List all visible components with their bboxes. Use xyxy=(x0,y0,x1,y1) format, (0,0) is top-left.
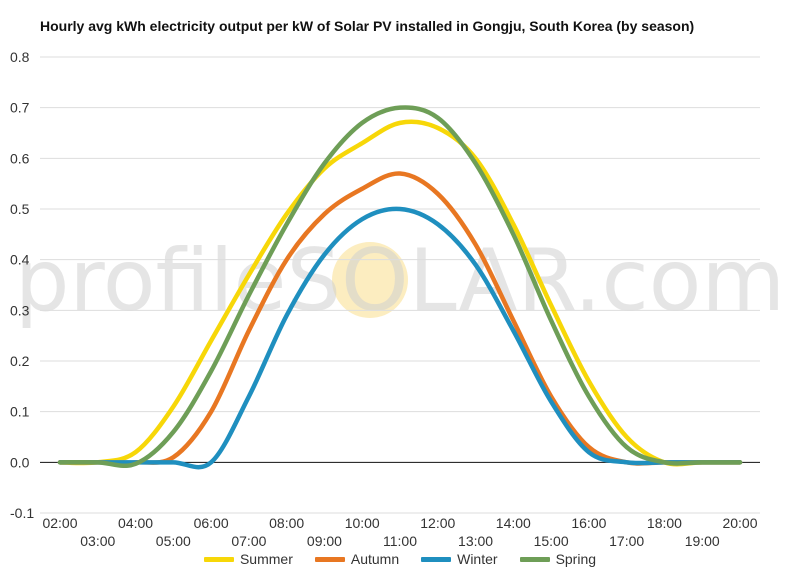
x-tick-label: 07:00 xyxy=(231,533,266,549)
series-line-winter xyxy=(57,206,743,470)
sun-logo xyxy=(332,242,408,318)
watermark: profileSOLAR.com xyxy=(15,231,785,331)
legend-item-spring: Spring xyxy=(519,551,597,567)
x-tick-label: 14:00 xyxy=(496,515,531,531)
y-tick-label: 0.7 xyxy=(10,100,30,116)
legend-item-autumn: Autumn xyxy=(314,551,400,567)
y-axis-tick-labels: -0.1 0.0 0.1 0.2 0.3 0.4 0.5 0.6 0.7 0.8 xyxy=(10,49,34,521)
y-tick-label: 0.3 xyxy=(10,302,30,318)
x-tick-label: 17:00 xyxy=(609,533,644,549)
watermark-text: profileSOLAR.com xyxy=(15,231,785,331)
x-tick-label: 11:00 xyxy=(383,533,417,549)
series-line-summer xyxy=(57,119,743,467)
x-tick-label: 09:00 xyxy=(307,533,342,549)
x-tick-label: 16:00 xyxy=(571,515,606,531)
legend: Summer Autumn Winter Spring xyxy=(0,549,800,569)
y-tick-label: 0.1 xyxy=(10,404,30,420)
x-tick-label: 18:00 xyxy=(647,515,682,531)
legend-swatch xyxy=(203,556,234,562)
legend-swatch xyxy=(314,556,345,562)
legend-swatch xyxy=(519,556,550,562)
legend-item-summer: Summer xyxy=(203,551,293,567)
y-tick-label: 0.0 xyxy=(10,454,30,470)
x-tick-label: 04:00 xyxy=(118,515,153,531)
legend-swatch xyxy=(421,556,452,562)
x-tick-label: 02:00 xyxy=(42,515,77,531)
series-lines xyxy=(57,105,743,470)
y-tick-label: 0.6 xyxy=(10,150,30,166)
legend-label: Winter xyxy=(457,551,498,567)
y-tick-label: 0.8 xyxy=(10,49,30,65)
x-tick-label: 10:00 xyxy=(345,515,380,531)
legend-label: Spring xyxy=(555,551,597,567)
x-tick-label: 12:00 xyxy=(420,515,455,531)
x-tick-label: 13:00 xyxy=(458,533,493,549)
x-tick-label: 08:00 xyxy=(269,515,304,531)
x-tick-label: 19:00 xyxy=(685,533,720,549)
y-tick-label: -0.1 xyxy=(10,505,34,521)
x-tick-label: 20:00 xyxy=(722,515,757,531)
y-tick-label: 0.2 xyxy=(10,353,30,369)
chart-title: Hourly avg kWh electricity output per kW… xyxy=(40,18,695,34)
legend-item-winter: Winter xyxy=(421,551,498,567)
series-line-spring xyxy=(57,105,743,469)
x-tick-label: 03:00 xyxy=(80,533,115,549)
legend-label: Summer xyxy=(239,551,293,567)
x-tick-label: 15:00 xyxy=(534,533,569,549)
legend-label: Autumn xyxy=(350,551,400,567)
y-tick-label: 0.4 xyxy=(10,252,30,268)
y-tick-label: 0.5 xyxy=(10,201,30,217)
x-tick-label: 05:00 xyxy=(156,533,191,549)
x-axis-tick-labels: 02:0003:0004:0005:0006:0007:0008:0009:00… xyxy=(42,515,757,549)
x-tick-label: 06:00 xyxy=(194,515,229,531)
